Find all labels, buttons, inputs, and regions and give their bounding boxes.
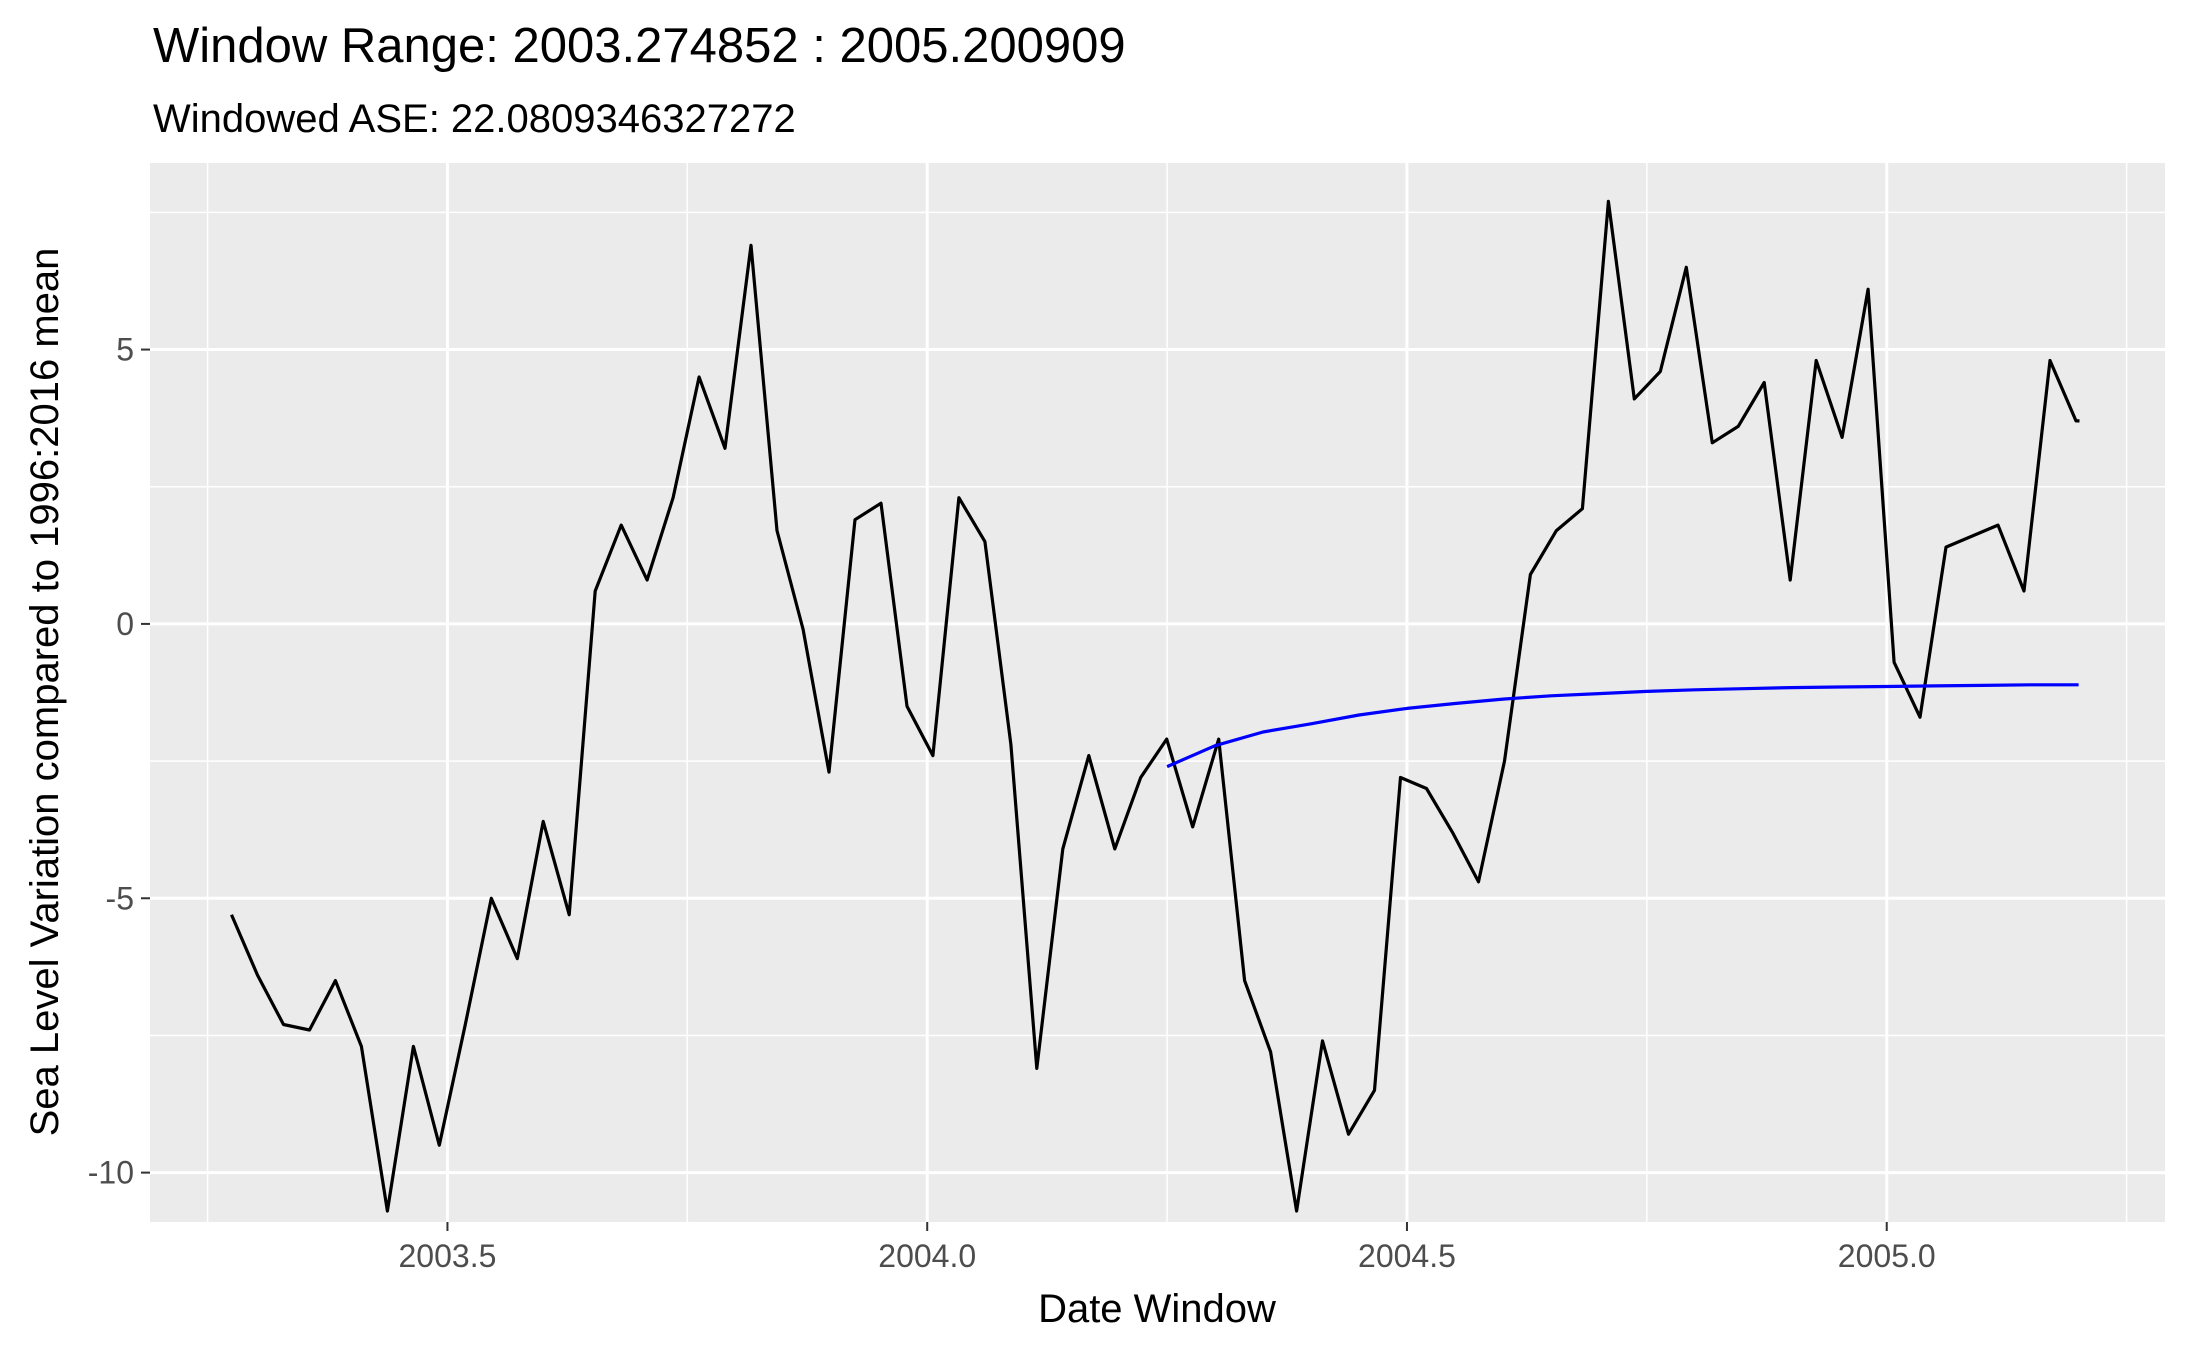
- grid-major: [150, 163, 2165, 1222]
- series-line-observed: [230, 199, 2080, 1213]
- y-tick-label: -5: [106, 880, 134, 916]
- grid-minor: [150, 163, 2165, 1222]
- y-tick-label: 5: [116, 332, 134, 368]
- x-tick-label: 2004.0: [878, 1238, 976, 1274]
- x-tick-label: 2004.5: [1358, 1238, 1456, 1274]
- y-axis: -10 -5 0 5: [88, 332, 150, 1191]
- y-tick-label: 0: [116, 606, 134, 642]
- x-tick-label: 2003.5: [399, 1238, 497, 1274]
- y-axis-title: Sea Level Variation compared to 1996:201…: [23, 248, 67, 1137]
- chart-title: Window Range: 2003.274852 : 2005.200909: [153, 19, 1126, 73]
- y-tick-label: -10: [88, 1155, 134, 1191]
- chart-subtitle: Windowed ASE: 22.0809346327272: [153, 97, 796, 141]
- x-axis-title: Date Window: [1038, 1287, 1276, 1331]
- plot-panel: [150, 163, 2165, 1222]
- x-tick-label: 2005.0: [1838, 1238, 1936, 1274]
- series-line-forecast: [1166, 683, 2079, 769]
- series-layer: [230, 199, 2080, 1213]
- x-axis: 2003.5 2004.0 2004.5 2005.0: [399, 1222, 1936, 1274]
